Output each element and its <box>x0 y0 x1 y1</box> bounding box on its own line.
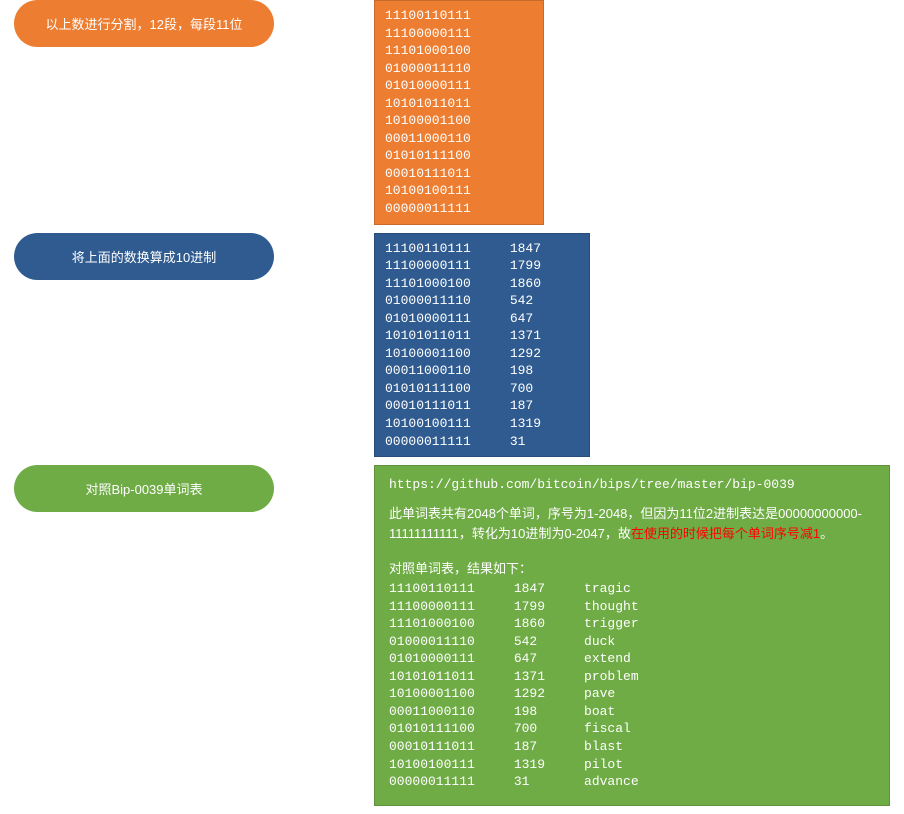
wordlist-label: 对照Bip-0039单词表 <box>14 465 274 512</box>
binary-line: 01000011110 <box>385 60 533 78</box>
decimal-table-box: 11100110111 184711100000111 179911101000… <box>374 233 590 458</box>
word-row-line: 01010000111 647 extend <box>389 650 875 668</box>
word-row-line: 01000011110 542 duck <box>389 633 875 651</box>
decimal-row-line: 10100001100 1292 <box>385 345 579 363</box>
word-row-line: 10100100111 1319 pilot <box>389 756 875 774</box>
word-row-line: 10100001100 1292 pave <box>389 685 875 703</box>
right-col-2: 11100110111 184711100000111 179911101000… <box>374 233 590 458</box>
right-col-1: 1110011011111100000111111010001000100001… <box>374 0 544 225</box>
bip39-url: https://github.com/bitcoin/bips/tree/mas… <box>389 476 875 494</box>
word-row-line: 11100000111 1799 thought <box>389 598 875 616</box>
binary-line: 11100000111 <box>385 25 533 43</box>
decimal-row-line: 10101011011 1371 <box>385 327 579 345</box>
decimal-row-line: 00011000110 198 <box>385 362 579 380</box>
wordlist-description: 此单词表共有2048个单词，序号为1-2048，但因为11位2进制表达是0000… <box>389 504 875 546</box>
word-row-line: 00010111011 187 blast <box>389 738 875 756</box>
binary-line: 10100001100 <box>385 112 533 130</box>
binary-line: 01010111100 <box>385 147 533 165</box>
spacer <box>389 545 875 559</box>
word-row-line: 00011000110 198 boat <box>389 703 875 721</box>
decimal-row-line: 11100000111 1799 <box>385 257 579 275</box>
binary-line: 11100110111 <box>385 7 533 25</box>
word-row-line: 10101011011 1371 problem <box>389 668 875 686</box>
word-rows-container: 11100110111 1847 tragic11100000111 1799 … <box>389 580 875 791</box>
decimal-row-line: 01010000111 647 <box>385 310 579 328</box>
desc-suffix: 。 <box>820 526 833 541</box>
wordlist-label-text: 对照Bip-0039单词表 <box>85 479 202 498</box>
decimal-label: 将上面的数换算成10进制 <box>14 233 274 280</box>
binary-line: 11101000100 <box>385 42 533 60</box>
binary-line: 00011000110 <box>385 130 533 148</box>
decimal-row-line: 00000011111 31 <box>385 433 579 451</box>
decimal-row-line: 11100110111 1847 <box>385 240 579 258</box>
word-row-line: 11101000100 1860 trigger <box>389 615 875 633</box>
binary-line: 01010000111 <box>385 77 533 95</box>
decimal-row-line: 01010111100 700 <box>385 380 579 398</box>
split-label: 以上数进行分割，12段，每段11位 <box>14 0 274 47</box>
word-row-line: 00000011111 31 advance <box>389 773 875 791</box>
binary-line: 10100100111 <box>385 182 533 200</box>
desc-red-text: 在使用的时候把每个单词序号减1 <box>631 526 820 541</box>
word-row-line: 01010111100 700 fiscal <box>389 720 875 738</box>
result-header: 对照单词表，结果如下： <box>389 559 875 580</box>
split-label-text: 以上数进行分割，12段，每段11位 <box>46 14 243 33</box>
decimal-row-line: 00010111011 187 <box>385 397 579 415</box>
binary-line: 00000011111 <box>385 200 533 218</box>
decimal-label-text: 将上面的数换算成10进制 <box>72 247 216 266</box>
decimal-row-line: 11101000100 1860 <box>385 275 579 293</box>
word-row-line: 11100110111 1847 tragic <box>389 580 875 598</box>
binary-segments-box: 1110011011111100000111111010001000100001… <box>374 0 544 225</box>
decimal-row-line: 10100100111 1319 <box>385 415 579 433</box>
decimal-row-line: 01000011110 542 <box>385 292 579 310</box>
binary-line: 10101011011 <box>385 95 533 113</box>
binary-line: 00010111011 <box>385 165 533 183</box>
split-row: 以上数进行分割，12段，每段11位 1110011011111100000111… <box>0 0 904 225</box>
decimal-row: 将上面的数换算成10进制 11100110111 184711100000111… <box>0 233 904 458</box>
